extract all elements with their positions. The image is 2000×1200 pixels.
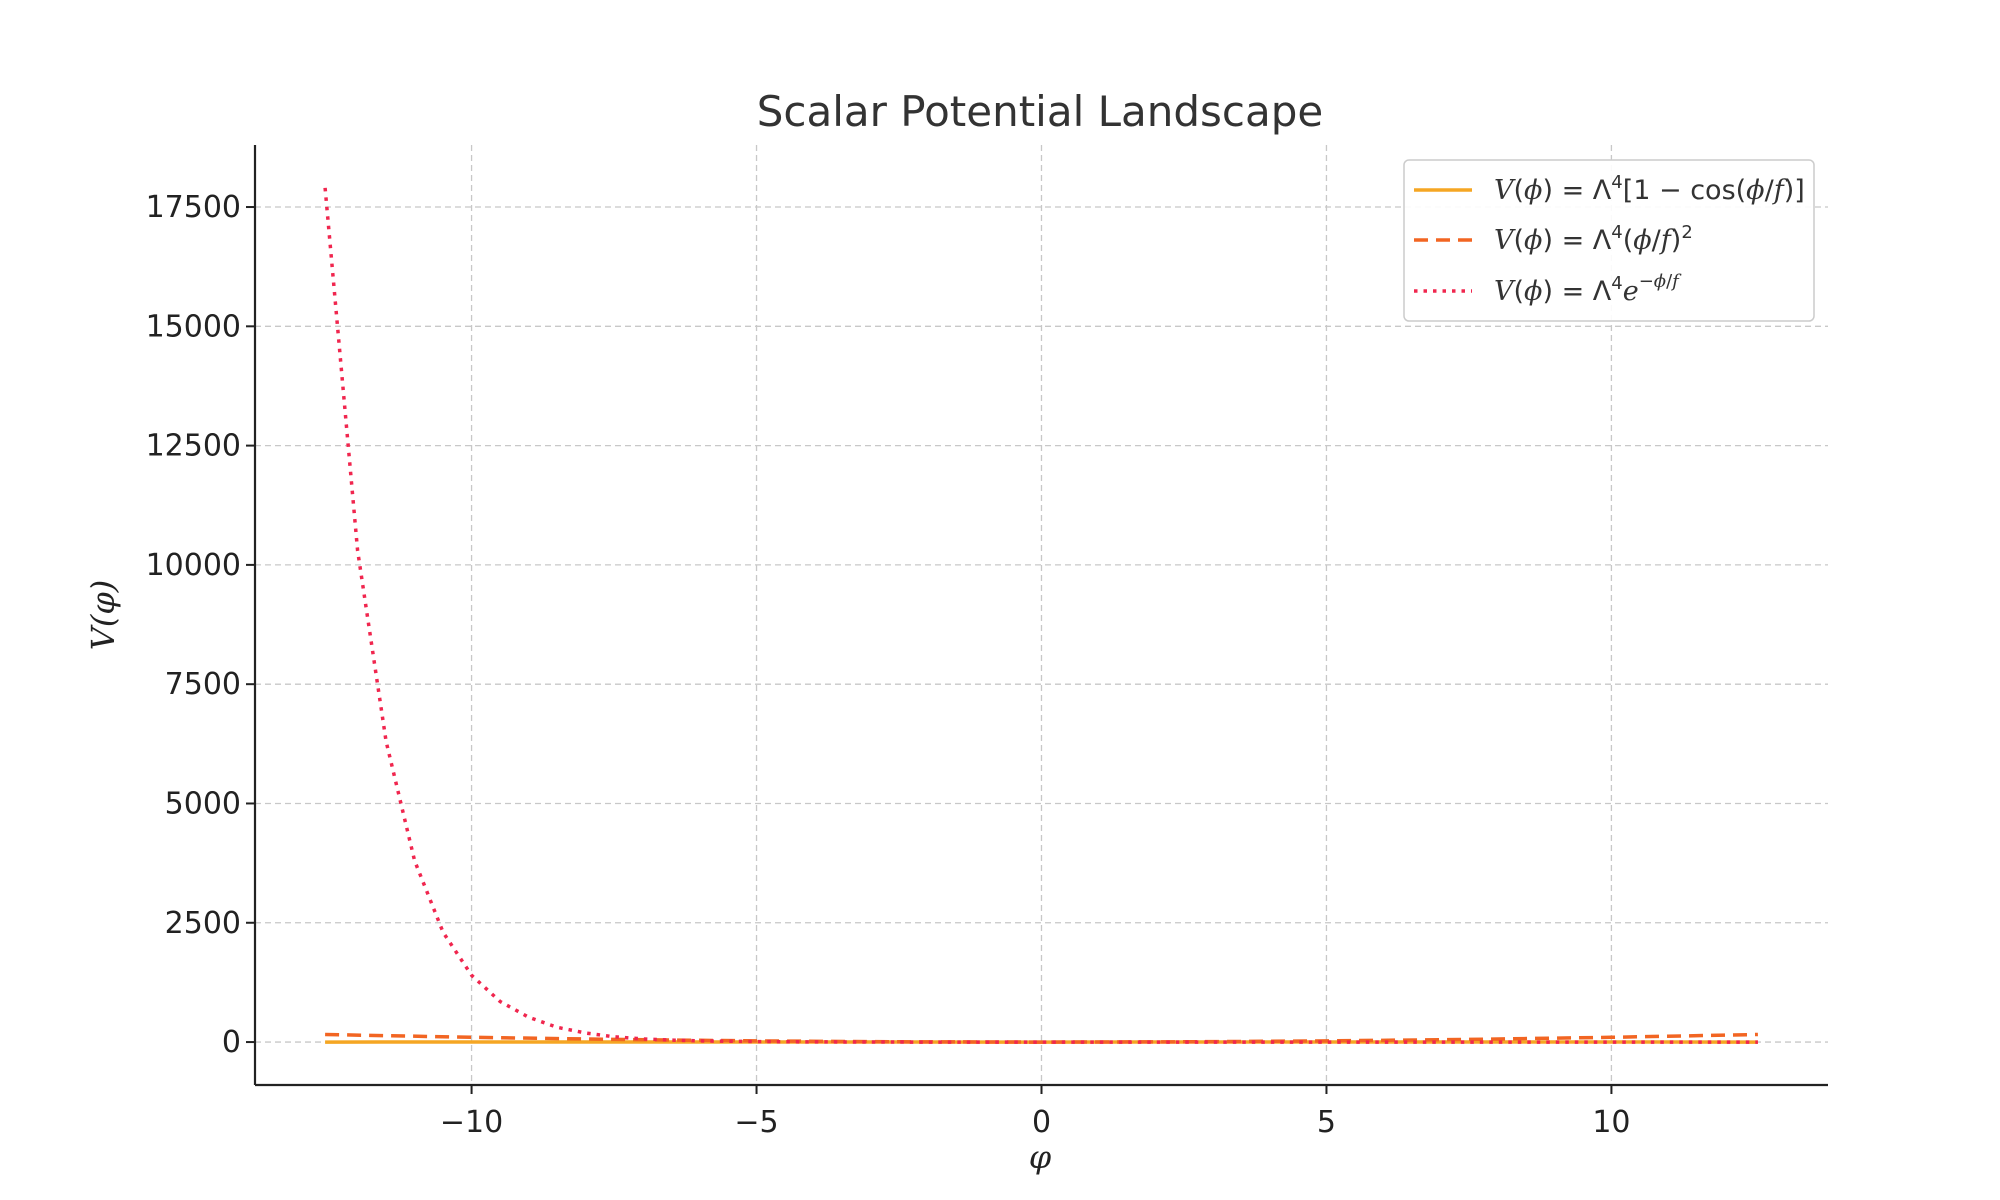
y-ticks: 0 2500 5000 7500 10000 12500 15000 17500	[146, 190, 255, 1060]
chart-title: Scalar Potential Landscape	[757, 87, 1324, 136]
y-tick-label: 15000	[146, 309, 241, 344]
x-tick-label: 10	[1592, 1105, 1630, 1140]
y-axis-label: V(φ)	[84, 580, 122, 650]
legend-box	[1403, 159, 1815, 322]
x-ticks: −10 −5 0 5 10	[440, 1085, 1631, 1140]
legend-label-quadratic: V(ϕ) = Λ4(ϕ/f)2	[1494, 222, 1693, 256]
y-tick-label: 5000	[165, 786, 241, 821]
y-tick-label: 10000	[146, 548, 241, 583]
legend-label-cosine: V(ϕ) = Λ4[1 − cos(ϕ/f)]	[1494, 172, 1805, 206]
legend: V(ϕ) = Λ4[1 − cos(ϕ/f)] V(ϕ) = Λ4(ϕ/f)2 …	[1403, 159, 1815, 322]
x-tick-label: −10	[440, 1105, 503, 1140]
series-quadratic-line	[325, 1032, 1758, 1044]
x-tick-label: 0	[1032, 1105, 1051, 1140]
y-tick-label: 7500	[165, 667, 241, 702]
y-tick-label: 17500	[146, 190, 241, 225]
series-layer	[323, 187, 1758, 1044]
y-tick-label: 12500	[146, 429, 241, 464]
y-tick-label: 0	[222, 1025, 241, 1060]
x-axis-label: φ	[1029, 1138, 1052, 1176]
y-tick-label: 2500	[165, 906, 241, 941]
x-tick-label: 5	[1317, 1105, 1336, 1140]
x-tick-label: −5	[734, 1105, 778, 1140]
